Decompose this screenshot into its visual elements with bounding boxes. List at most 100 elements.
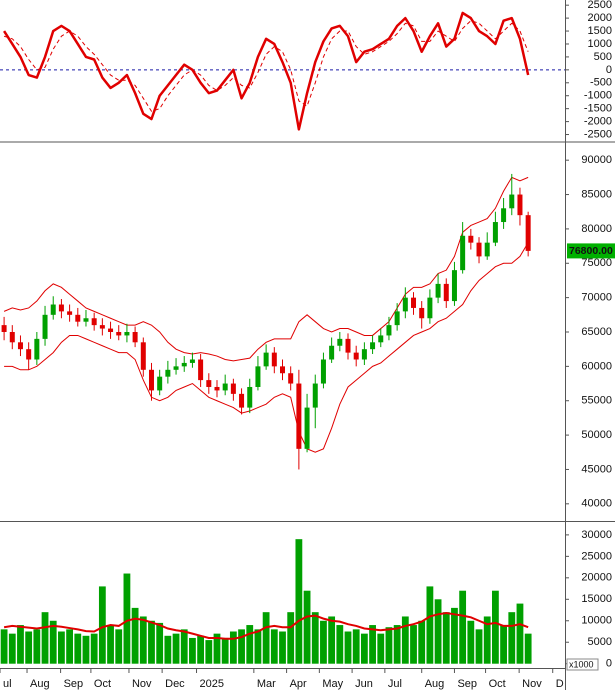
volume-bar <box>25 631 33 664</box>
candle-body <box>435 283 441 298</box>
x-tick-label: Aug <box>30 678 50 690</box>
candle-body <box>42 314 48 339</box>
y-tick-label: 70000 <box>581 292 612 304</box>
y-tick-label: 500 <box>594 51 612 63</box>
y-tick-label: 10000 <box>581 615 612 627</box>
volume-bar <box>131 607 139 664</box>
volume-bar <box>172 633 180 664</box>
y-tick-label: 85000 <box>581 188 612 200</box>
volume-bar <box>287 612 295 664</box>
y-tick-label: 40000 <box>581 498 612 510</box>
x-tick-label: Sep <box>457 678 477 690</box>
x-tick-label: Aug <box>425 678 445 690</box>
volume-bar <box>328 616 336 664</box>
volume-bar <box>483 616 491 664</box>
unit-box <box>566 658 599 671</box>
candle-body <box>394 311 400 326</box>
volume-bar <box>213 633 221 664</box>
candle-body <box>91 318 97 326</box>
bollinger-band <box>4 242 529 453</box>
x-tick-label: ul <box>3 678 12 690</box>
volume-bar <box>156 622 164 664</box>
volume-bar <box>82 635 90 664</box>
volume-bar <box>205 640 213 664</box>
bollinger-band <box>3 176 529 362</box>
candle-body <box>509 194 515 209</box>
candle-body <box>468 235 474 243</box>
volume-bar <box>475 629 483 664</box>
candle-body <box>304 407 310 449</box>
candle-body <box>181 362 187 367</box>
x-tick-label: Apr <box>290 678 307 690</box>
x-tick-label: Mar <box>257 678 276 690</box>
candle-body <box>451 270 457 302</box>
candle-body <box>1 325 7 332</box>
volume-bar <box>164 635 172 664</box>
candle-body <box>271 352 277 367</box>
volume-bar <box>8 633 16 664</box>
volume-bar <box>238 629 245 664</box>
candle-body <box>280 366 285 374</box>
x-tick-label: Oct <box>489 678 506 690</box>
x-tick-label: D <box>556 678 564 690</box>
candle-body <box>189 359 195 363</box>
y-tick-label: -1500 <box>584 103 612 115</box>
volume-bar <box>17 625 24 664</box>
candle-body <box>320 359 326 384</box>
candle-body <box>443 283 449 302</box>
candle-body <box>419 307 425 319</box>
volume-average <box>3 612 529 640</box>
candle-body <box>329 345 335 360</box>
candle-body <box>124 332 130 336</box>
volume-bar <box>66 629 74 664</box>
volume-bar <box>360 633 368 664</box>
volume-bar <box>180 629 188 664</box>
candle-body <box>230 383 236 394</box>
x-tick-label: Nov <box>132 678 152 690</box>
candle-body <box>67 311 73 315</box>
candle-body <box>337 338 343 346</box>
volume-bar <box>90 633 98 664</box>
candle-body <box>9 332 15 343</box>
unit-label: x1000 <box>569 659 594 669</box>
volume-bar <box>295 539 303 664</box>
y-tick-label: -2000 <box>584 116 612 128</box>
candle-body <box>198 359 204 381</box>
candle-body <box>386 325 392 336</box>
volume-bar <box>189 637 196 664</box>
x-tick-label: May <box>322 678 343 690</box>
volume-bar <box>491 590 499 664</box>
volume-bar <box>49 620 57 664</box>
volume-bar <box>98 586 106 664</box>
candle-body <box>517 194 523 216</box>
y-tick-label: -1000 <box>584 90 612 102</box>
candle-body <box>116 332 122 336</box>
candle-body <box>402 297 408 312</box>
volume-bar <box>401 616 409 664</box>
volume-bar <box>410 625 417 664</box>
volume-bar <box>524 633 532 664</box>
volume-bar <box>279 631 286 664</box>
y-tick-label: 20000 <box>581 572 612 584</box>
volume-bar <box>262 612 270 664</box>
volume-bar <box>41 612 49 664</box>
volume-bar <box>336 625 344 664</box>
y-tick-label: 15000 <box>581 593 612 605</box>
x-tick-label: 2025 <box>200 678 224 690</box>
volume-bar <box>197 635 205 664</box>
x-tick-label: Jul <box>388 678 402 690</box>
candle-body <box>378 335 384 343</box>
volume-bar <box>254 629 262 664</box>
candle-body <box>148 369 154 391</box>
candle-body <box>17 342 23 350</box>
volume-bar <box>385 627 393 664</box>
y-tick-label: 1500 <box>588 25 612 37</box>
candle-body <box>26 349 32 360</box>
volume-bar <box>229 631 237 664</box>
volume-bar <box>107 625 114 664</box>
volume-bar <box>311 612 319 664</box>
y-tick-label: 55000 <box>581 395 612 407</box>
y-tick-label: 0 <box>606 658 612 670</box>
volume-bar <box>418 620 426 664</box>
